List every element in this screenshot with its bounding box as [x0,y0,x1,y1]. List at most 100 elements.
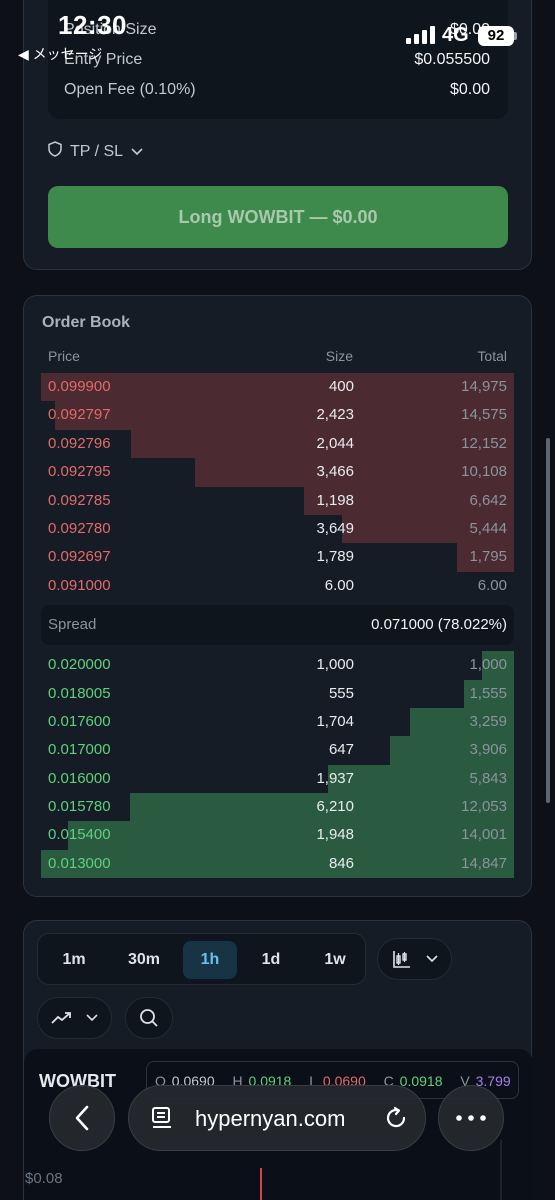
bid-row[interactable]: 0.020000 1,000 1,000 [41,651,514,680]
ohlc-close-label: C [383,1073,394,1089]
ask-row[interactable]: 0.099900 400 14,975 [41,373,514,402]
row-price: 0.017600 [48,712,111,730]
chevron-down-icon [131,143,143,161]
bid-row[interactable]: 0.018005 555 1,555 [41,679,514,708]
row-size: 400 [328,378,354,395]
bid-row[interactable]: 0.013000 846 14,847 [41,849,514,879]
summary-label: Open Fee (0.10%) [64,81,196,98]
depth-bar [389,736,514,765]
row-size: 1,198 [316,491,354,509]
order-book-title: Order Book [42,314,131,331]
row-total: 14,575 [461,406,507,424]
row-size: 2,423 [316,406,354,424]
browser-more-button[interactable] [438,1085,504,1151]
row-price: 0.016000 [48,769,111,787]
row-total: 3,259 [469,712,507,730]
summary-row-open-fee: Open Fee (0.10%) $0.00 [64,81,490,103]
ohlc-low-label: L [309,1073,318,1089]
back-to-app-link[interactable]: ◀ メッセージ [18,46,103,62]
header-price: Price [48,348,80,364]
row-size: 1,948 [316,826,354,844]
scrollbar[interactable] [546,438,550,803]
reload-icon[interactable] [381,1086,411,1150]
chart-gridline [500,1140,502,1200]
ask-row[interactable]: 0.092780 3,649 5,444 [41,514,514,544]
row-size: 2,044 [316,434,354,452]
row-total: 6.00 [477,576,507,594]
row-size: 555 [328,684,354,702]
status-time: 12:30 [58,10,127,40]
header-total: Total [477,348,507,364]
row-price: 0.015780 [48,798,111,816]
depth-bar [194,458,514,487]
depth-bar [409,707,514,737]
chevron-down-icon [84,998,100,1038]
row-total: 1,000 [469,656,507,674]
chevron-left-icon [50,1086,114,1150]
row-size: 1,000 [316,656,354,674]
ask-row[interactable]: 0.092795 3,466 10,108 [41,458,514,487]
ask-row[interactable]: 0.092797 2,423 14,575 [41,401,514,430]
spread-label: Spread [48,616,97,634]
row-size: 846 [328,854,354,872]
timeframe-30m[interactable]: 30m [127,951,161,968]
reader-icon [149,1086,175,1150]
timeframe-1d[interactable]: 1d [261,951,281,968]
row-price: 0.015400 [48,826,111,844]
address-bar[interactable]: hypernyan.com [128,1085,426,1151]
browser-back-button[interactable] [49,1085,115,1151]
depth-bar [67,821,514,850]
row-size: 3,649 [316,519,354,537]
order-book-header: Price Size Total [48,348,507,368]
chart-type-dropdown[interactable] [377,938,452,980]
signal-icon [406,26,436,44]
depth-bar [129,793,514,822]
ohlc-volume-label: V [460,1073,470,1089]
long-submit-button[interactable]: Long WOWBIT — $0.00 [48,186,508,248]
ohlc-high-label: H [232,1073,243,1089]
ask-row[interactable]: 0.091000 6.00 6.00 [41,572,514,600]
ask-row[interactable]: 0.092785 1,198 6,642 [41,486,514,515]
tpsl-label: TP / SL [70,142,124,160]
summary-label: Entry Price [64,51,143,68]
row-total: 5,843 [469,769,507,787]
ask-row[interactable]: 0.092796 2,044 12,152 [41,429,514,459]
depth-bar [304,486,514,515]
order-book-card: Order Book Price Size Total 0.099900 400 1… [23,295,532,897]
row-price: 0.092697 [48,548,111,566]
ask-row[interactable]: 0.092697 1,789 1,795 [41,543,514,572]
row-price: 0.091000 [48,576,111,594]
row-total: 12,053 [461,798,507,816]
summary-value: $0.00 [449,81,490,98]
spread-value: 0.071000 (78.022%) [371,616,507,634]
timeframe-1m[interactable]: 1m [62,951,86,968]
tpsl-toggle[interactable]: TP / SL [48,141,143,162]
bid-row[interactable]: 0.016000 1,937 5,843 [41,764,514,794]
depth-bar [457,543,514,572]
spread-row: Spread 0.071000 (78.022%) [41,605,514,646]
status-bar: 12:30 ◀ メッセージ 4G 92 [0,0,555,72]
row-size: 1,789 [316,548,354,566]
row-price: 0.099900 [48,378,111,395]
row-total: 5,444 [469,519,507,537]
search-icon [126,998,172,1038]
indicator-dropdown[interactable] [37,997,112,1039]
row-price: 0.017000 [48,741,111,759]
bid-row[interactable]: 0.017600 1,704 3,259 [41,707,514,737]
row-total: 1,795 [469,548,507,566]
symbol-search-button[interactable] [125,997,173,1039]
depth-bar [482,651,514,680]
row-size: 1,937 [316,769,354,787]
chart-symbol: WOWBIT [39,1071,116,1091]
url-text: hypernyan.com [195,1106,346,1131]
timeframe-1h[interactable]: 1h [183,941,237,979]
browser-toolbar: hypernyan.com [0,1070,555,1180]
depth-bar [55,401,514,430]
bid-row[interactable]: 0.017000 647 3,906 [41,736,514,765]
order-summary: Position Size $0.00 Entry Price $0.05550… [48,0,508,119]
bid-row[interactable]: 0.015780 6,210 12,053 [41,793,514,822]
depth-bar [41,849,514,879]
timeframe-1w[interactable]: 1w [324,951,346,968]
bid-row[interactable]: 0.015400 1,948 14,001 [41,821,514,850]
